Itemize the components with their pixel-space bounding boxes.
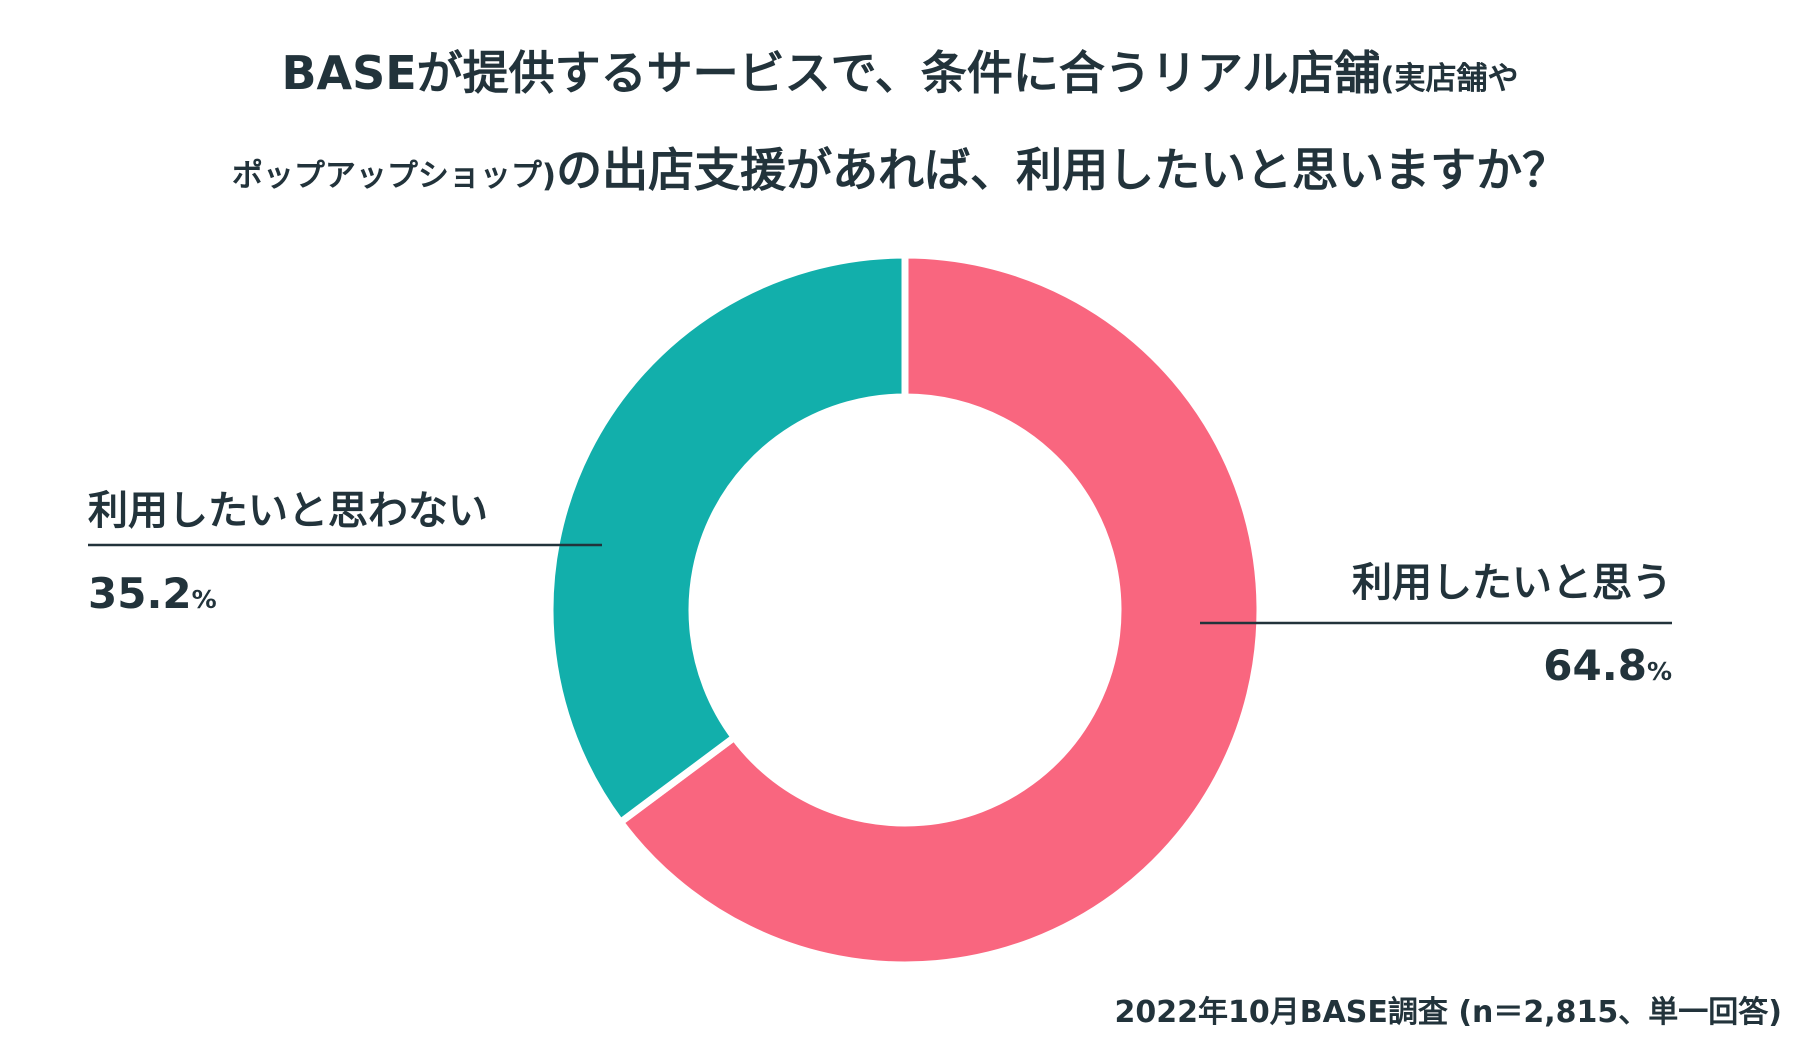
label-want-name: 利用したいと思う <box>1352 560 1672 606</box>
label-want-unit: % <box>1646 657 1672 686</box>
donut-slice-want <box>615 251 1264 969</box>
title-line-1: BASEが提供するサービスで、条件に合うリアル店舗(実店舗や <box>0 30 1800 127</box>
label-not-want-value: 35.2% <box>88 568 488 626</box>
title-line-2: ポップアップショップ)の出店支援があれば、利用したいと思いますか？ <box>0 127 1800 224</box>
title-line-1-main: BASEが提供するサービスで、条件に合うリアル店舗 <box>281 46 1381 100</box>
label-not-want-number: 35.2 <box>88 569 192 618</box>
label-not-want: 利用したいと思わない 35.2% <box>88 486 488 626</box>
label-want: 利用したいと思う 64.8% <box>1352 558 1672 698</box>
label-not-want-unit: % <box>191 585 217 614</box>
title-line-1-small: (実店舗や <box>1380 61 1519 97</box>
donut-slice-not-want <box>546 251 909 828</box>
label-want-value: 64.8% <box>1352 640 1672 698</box>
title-line-2-small: ポップアップショップ) <box>231 158 557 194</box>
title-line-2-main: の出店支援があれば、利用したいと思いますか？ <box>556 143 1569 197</box>
label-not-want-name: 利用したいと思わない <box>88 488 488 534</box>
footnote: 2022年10月BASE調査 (n＝2,815、単一回答) <box>1114 995 1782 1030</box>
chart-title: BASEが提供するサービスで、条件に合うリアル店舗(実店舗や ポップアップショッ… <box>0 30 1800 224</box>
label-want-number: 64.8 <box>1543 641 1647 690</box>
donut-slices <box>546 251 1264 969</box>
